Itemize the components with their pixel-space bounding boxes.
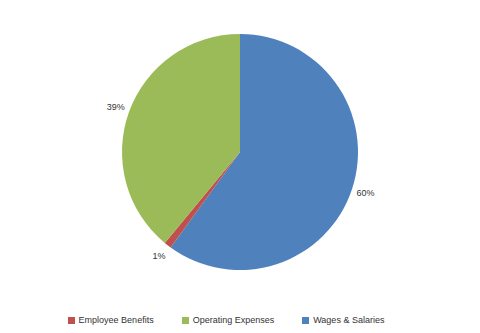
svg-text:39%: 39% (107, 102, 125, 112)
html-text:Wages & Salaries: Wages & Salaries (313, 315, 385, 325)
svg-text:1%: 1% (153, 251, 166, 261)
svg-text:60%: 60% (357, 188, 375, 198)
html-text:Employee Benefits: Employee Benefits (78, 315, 154, 325)
html-text:Operating Expenses: Operating Expenses (192, 315, 275, 325)
